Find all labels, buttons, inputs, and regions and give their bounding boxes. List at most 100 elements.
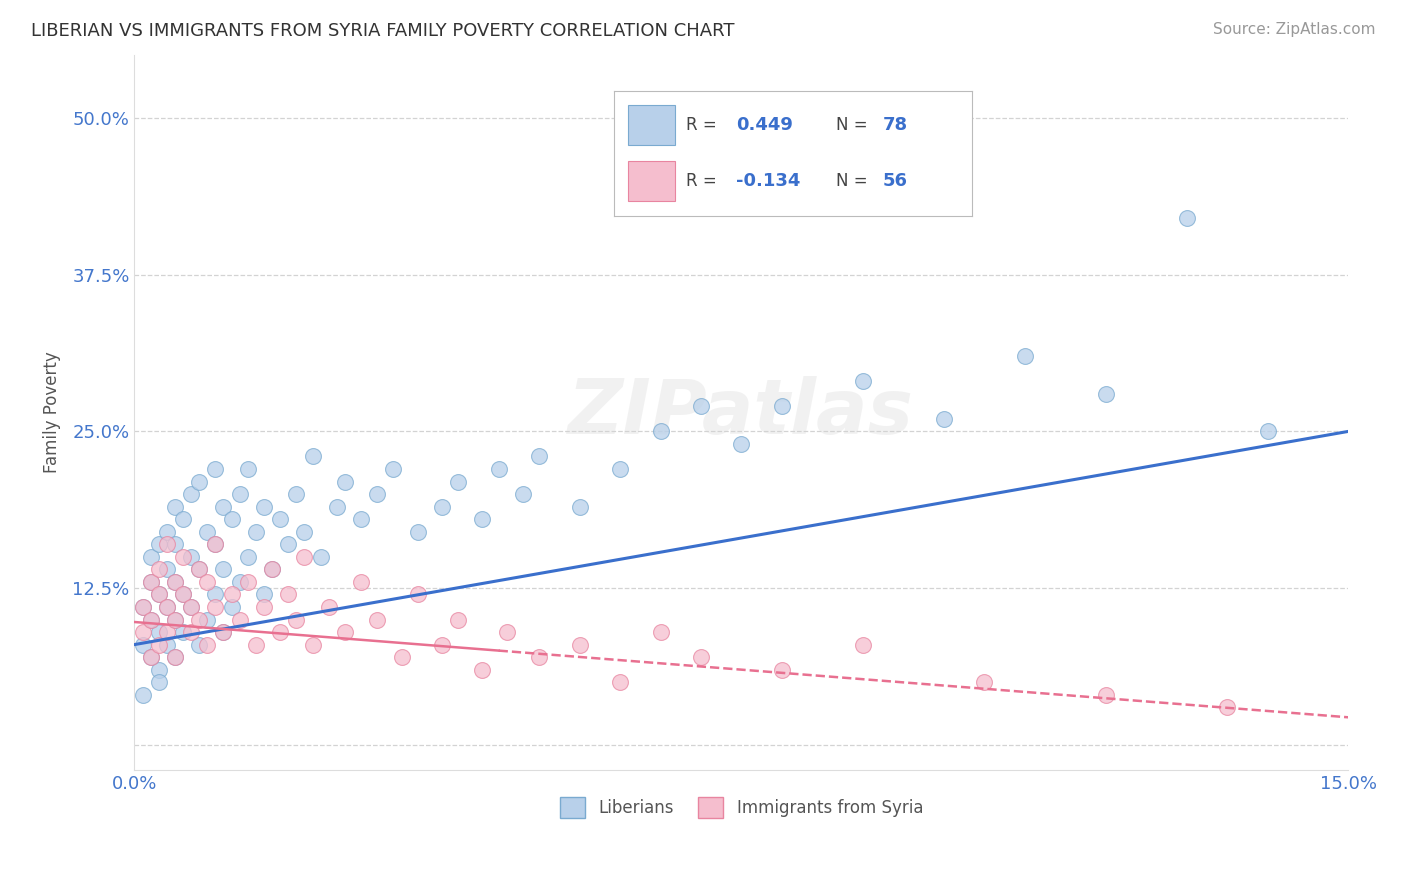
Point	[260, 562, 283, 576]
Point	[253, 500, 276, 514]
Point	[294, 524, 316, 539]
Point	[131, 625, 153, 640]
Point	[285, 613, 308, 627]
Point	[195, 613, 218, 627]
Point	[163, 574, 186, 589]
Point	[253, 599, 276, 614]
Point	[852, 374, 875, 388]
Point	[430, 638, 453, 652]
Point	[471, 512, 494, 526]
Point	[139, 613, 162, 627]
Point	[236, 462, 259, 476]
Point	[156, 599, 179, 614]
Point	[148, 562, 170, 576]
Point	[180, 625, 202, 640]
Point	[236, 574, 259, 589]
Point	[180, 487, 202, 501]
Point	[188, 638, 211, 652]
Point	[212, 562, 235, 576]
Point	[301, 450, 323, 464]
Point	[148, 663, 170, 677]
Point	[1256, 425, 1278, 439]
Point	[447, 475, 470, 489]
Point	[188, 562, 211, 576]
Point	[131, 599, 153, 614]
Point	[156, 562, 179, 576]
Point	[269, 512, 291, 526]
Point	[350, 574, 373, 589]
Point	[139, 574, 162, 589]
Point	[350, 512, 373, 526]
Point	[139, 549, 162, 564]
Point	[318, 599, 340, 614]
Point	[163, 613, 186, 627]
Point	[212, 625, 235, 640]
Point	[326, 500, 349, 514]
Point	[148, 625, 170, 640]
Point	[609, 462, 631, 476]
Point	[139, 650, 162, 665]
Point	[391, 650, 413, 665]
Point	[650, 425, 672, 439]
Point	[1175, 211, 1198, 226]
Point	[195, 638, 218, 652]
Point	[163, 537, 186, 551]
Point	[188, 613, 211, 627]
Point	[163, 650, 186, 665]
Point	[650, 625, 672, 640]
Point	[406, 524, 429, 539]
Point	[333, 625, 356, 640]
Point	[1216, 700, 1239, 714]
Point	[156, 537, 179, 551]
Point	[430, 500, 453, 514]
Point	[333, 475, 356, 489]
Point	[156, 599, 179, 614]
Point	[163, 500, 186, 514]
Point	[228, 613, 250, 627]
Point	[690, 399, 713, 413]
Legend: Liberians, Immigrants from Syria: Liberians, Immigrants from Syria	[551, 789, 932, 826]
Point	[212, 500, 235, 514]
Point	[163, 650, 186, 665]
Text: ZIPatlas: ZIPatlas	[568, 376, 914, 450]
Point	[221, 599, 243, 614]
Point	[148, 587, 170, 601]
Point	[188, 562, 211, 576]
Point	[852, 638, 875, 652]
Point	[204, 587, 226, 601]
Point	[195, 574, 218, 589]
Point	[527, 450, 550, 464]
Point	[204, 599, 226, 614]
Point	[973, 675, 995, 690]
Point	[932, 412, 955, 426]
Point	[228, 574, 250, 589]
Point	[156, 638, 179, 652]
Point	[512, 487, 534, 501]
Point	[148, 675, 170, 690]
Point	[212, 625, 235, 640]
Point	[366, 487, 388, 501]
Point	[366, 613, 388, 627]
Point	[770, 399, 793, 413]
Point	[188, 475, 211, 489]
Point	[156, 524, 179, 539]
Point	[221, 587, 243, 601]
Point	[406, 587, 429, 601]
Point	[163, 613, 186, 627]
Point	[309, 549, 332, 564]
Point	[131, 688, 153, 702]
Point	[285, 487, 308, 501]
Point	[163, 574, 186, 589]
Point	[277, 587, 299, 601]
Point	[609, 675, 631, 690]
Point	[139, 574, 162, 589]
Point	[172, 549, 194, 564]
Point	[245, 524, 267, 539]
Point	[1094, 386, 1116, 401]
Point	[180, 599, 202, 614]
Point	[495, 625, 517, 640]
Point	[269, 625, 291, 640]
Point	[260, 562, 283, 576]
Point	[204, 462, 226, 476]
Point	[172, 587, 194, 601]
